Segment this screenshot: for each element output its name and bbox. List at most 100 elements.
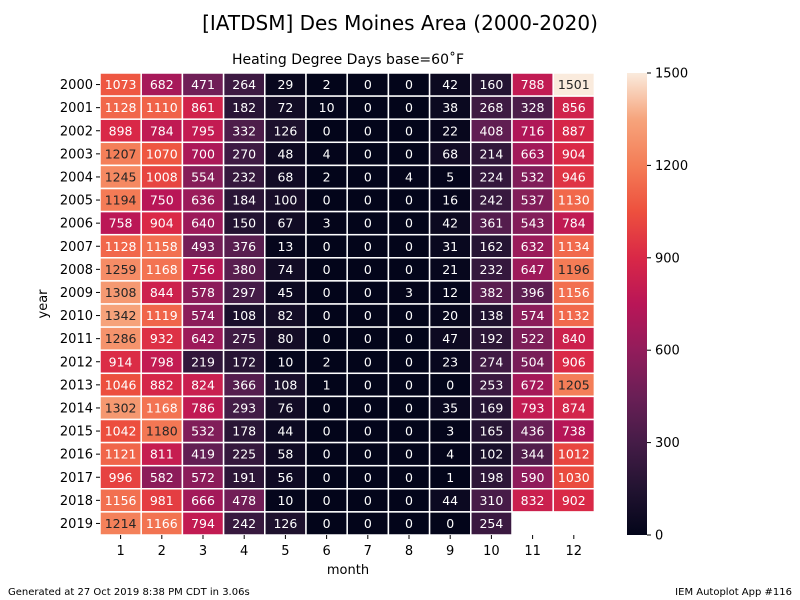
cell-value-label: 275 [232,331,256,346]
cell-value-label: 0 [405,447,413,462]
y-tick-label: 2012 [60,355,93,370]
cell-value-label: 1196 [558,262,590,277]
cell-value-label: 182 [232,100,256,115]
cell-value-label: 1030 [558,470,590,485]
cell-value-label: 0 [323,331,331,346]
y-tick-label: 2005 [60,194,93,209]
x-axis-label: month [327,563,369,578]
cell-value-label: 590 [521,470,545,485]
cell-value-label: 0 [364,123,372,138]
y-tick-label: 2016 [60,448,93,463]
cell-value-label: 29 [277,77,293,92]
cell-value-label: 1194 [105,193,137,208]
cell-value-label: 0 [405,493,413,508]
y-tick-label: 2007 [60,240,93,255]
x-tick-label: 6 [322,544,330,559]
colorbar-tick-label: 1500 [655,67,688,82]
cell-value-label: 1 [323,377,331,392]
cell-value-label: 1259 [105,262,137,277]
cell-value-label: 0 [364,262,372,277]
cell-value-label: 76 [277,400,293,415]
cell-value-label: 784 [562,216,586,231]
cell-value-label: 214 [479,146,503,161]
cell-value-label: 150 [232,216,256,231]
cell-value-label: 0 [323,123,331,138]
cell-value-label: 242 [479,193,503,208]
cell-value-label: 840 [562,331,586,346]
heatmap-cell [552,488,596,513]
cell-value-label: 3 [323,216,331,231]
cell-value-label: 1156 [105,493,137,508]
cell-value-label: 636 [191,193,215,208]
cell-value-label: 0 [323,516,331,531]
cell-value-label: 532 [521,169,545,184]
cell-value-label: 582 [150,470,174,485]
cell-value-label: 1302 [105,400,137,415]
cell-value-label: 0 [446,377,454,392]
x-tick-label: 9 [446,544,454,559]
cell-value-label: 1205 [558,377,590,392]
cell-value-label: 532 [191,424,215,439]
cell-value-label: 932 [150,331,174,346]
cell-value-label: 68 [277,169,293,184]
cell-value-label: 22 [442,123,458,138]
cell-value-label: 1134 [558,239,590,254]
x-tick-label: 11 [524,544,541,559]
cell-value-label: 68 [442,146,458,161]
cell-value-label: 1128 [105,239,137,254]
cell-value-label: 946 [562,169,586,184]
cell-value-label: 0 [364,308,372,323]
cell-value-label: 380 [232,262,256,277]
x-tick-label: 8 [405,544,413,559]
cell-value-label: 253 [479,377,503,392]
cell-value-label: 100 [273,193,297,208]
cell-value-label: 1046 [105,377,137,392]
cell-value-label: 1245 [105,169,137,184]
cell-value-label: 225 [232,447,256,462]
cell-value-label: 178 [232,424,256,439]
cell-value-label: 672 [521,377,545,392]
y-tick-label: 2003 [60,147,93,162]
cell-value-label: 10 [277,354,293,369]
cell-value-label: 0 [364,169,372,184]
cell-value-label: 794 [191,516,215,531]
cell-value-label: 74 [277,262,293,277]
cell-value-label: 1342 [105,308,137,323]
cell-value-label: 47 [442,331,458,346]
cell-value-label: 0 [364,470,372,485]
cell-value-label: 1286 [105,331,137,346]
colorbar-tick-label: 0 [655,529,663,544]
cell-value-label: 0 [405,146,413,161]
cell-value-label: 786 [191,400,215,415]
cell-value-label: 0 [364,447,372,462]
cell-value-label: 478 [232,493,256,508]
cell-value-label: 82 [277,308,293,323]
y-tick-label: 2008 [60,263,93,278]
cell-value-label: 663 [521,146,545,161]
cell-value-label: 0 [364,377,372,392]
cell-value-label: 1012 [558,447,590,462]
cell-value-label: 42 [442,77,458,92]
cell-value-label: 2 [323,77,331,92]
cell-value-label: 572 [191,470,215,485]
cell-value-label: 0 [405,470,413,485]
cell-value-label: 20 [442,308,458,323]
cell-value-label: 56 [277,470,293,485]
cell-value-label: 0 [364,239,372,254]
cell-value-label: 2 [323,354,331,369]
cell-value-label: 436 [521,424,545,439]
cell-value-label: 16 [442,193,458,208]
cell-value-label: 0 [323,308,331,323]
cell-value-label: 1128 [105,100,137,115]
cell-value-label: 666 [191,493,215,508]
cell-value-label: 165 [479,424,503,439]
cell-value-label: 297 [232,285,256,300]
cell-value-label: 1214 [105,516,137,531]
x-tick-label: 1 [116,544,124,559]
cell-value-label: 21 [442,262,458,277]
cell-value-label: 0 [323,239,331,254]
y-tick-label: 2011 [60,332,93,347]
cell-value-label: 0 [323,285,331,300]
cell-value-label: 1158 [146,239,178,254]
